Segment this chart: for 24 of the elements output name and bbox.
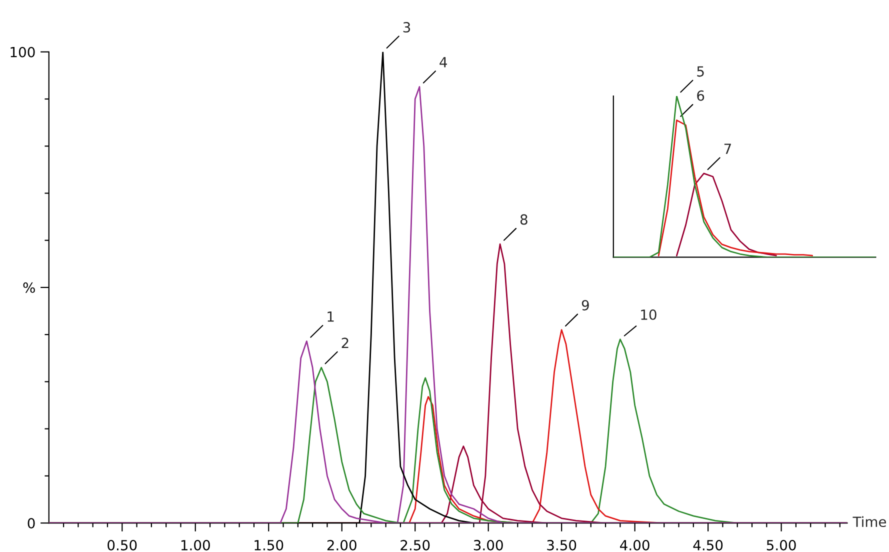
annotation: 2 bbox=[342, 338, 348, 348]
annotation: 7 bbox=[724, 144, 731, 154]
x-tick-label: 0.50 bbox=[108, 540, 137, 550]
annotation: 4 bbox=[440, 57, 447, 68]
x-tick-label: 3.50 bbox=[547, 540, 576, 550]
x-tick-label: 2.50 bbox=[400, 540, 430, 550]
annotation: 3 bbox=[403, 22, 410, 33]
annotation: 1 bbox=[328, 311, 334, 322]
annotation: 9 bbox=[582, 300, 589, 310]
annotation: 10 bbox=[641, 309, 656, 320]
x-tick-label: 3.00 bbox=[474, 540, 503, 550]
annotation: 5 bbox=[697, 66, 704, 77]
x-tick-label: 4.00 bbox=[620, 540, 650, 550]
x-tick-label: 5.00 bbox=[766, 540, 796, 550]
annotation: 6 bbox=[697, 90, 704, 101]
x-tick-label: 2.00 bbox=[327, 540, 356, 550]
x-tick-label: 4.50 bbox=[693, 540, 723, 550]
annotation: 8 bbox=[520, 214, 528, 225]
y-tick-label: 0 bbox=[28, 518, 35, 528]
x-tick-label: 1.50 bbox=[254, 540, 284, 550]
y-tick-label: 100 bbox=[10, 46, 35, 58]
x-axis-title: Time bbox=[852, 516, 886, 528]
x-tick-label: 1.00 bbox=[181, 540, 210, 550]
y-tick-label: % bbox=[23, 282, 35, 293]
